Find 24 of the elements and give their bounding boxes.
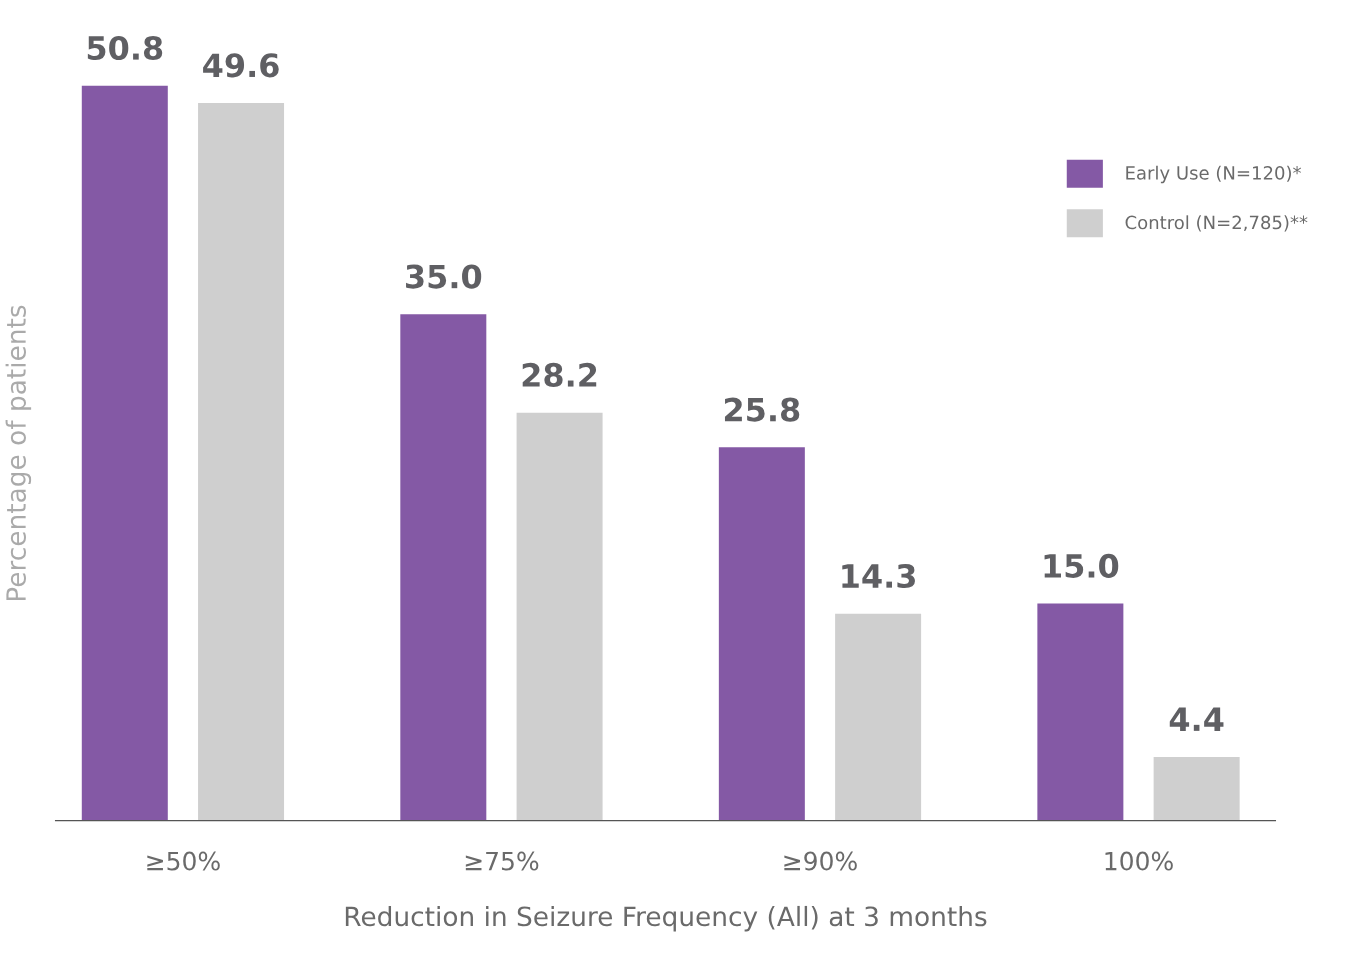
bar — [400, 314, 487, 821]
data-label: 15.0 — [1044, 553, 1119, 578]
data-label: 35.0 — [406, 264, 482, 289]
x-tick-label: ≥50% — [147, 851, 220, 871]
bar — [81, 85, 168, 821]
data-label: 50.8 — [87, 35, 163, 61]
data-label: 4.4 — [1169, 707, 1224, 731]
data-label: 28.2 — [522, 362, 597, 388]
bar — [1153, 756, 1240, 821]
bar — [718, 447, 805, 821]
data-label: 25.8 — [724, 397, 800, 422]
bar — [198, 103, 285, 821]
legend-label: Early Use (N=120)* — [1126, 165, 1302, 184]
x-tick-label: ≥75% — [465, 851, 539, 871]
y-axis-title: Percentage of patients — [5, 305, 32, 601]
bar — [835, 613, 922, 821]
bar — [1037, 603, 1124, 821]
data-label: 49.6 — [203, 53, 279, 78]
legend-label: Control (N=2,785)** — [1125, 215, 1308, 232]
x-axis-title: Reduction in Seizure Frequency (All) at 3 months — [345, 905, 987, 932]
data-label: 14.3 — [842, 563, 915, 589]
x-tick-label: ≥90% — [784, 851, 857, 871]
x-tick-label: 100% — [1105, 851, 1173, 871]
bar — [516, 412, 603, 821]
